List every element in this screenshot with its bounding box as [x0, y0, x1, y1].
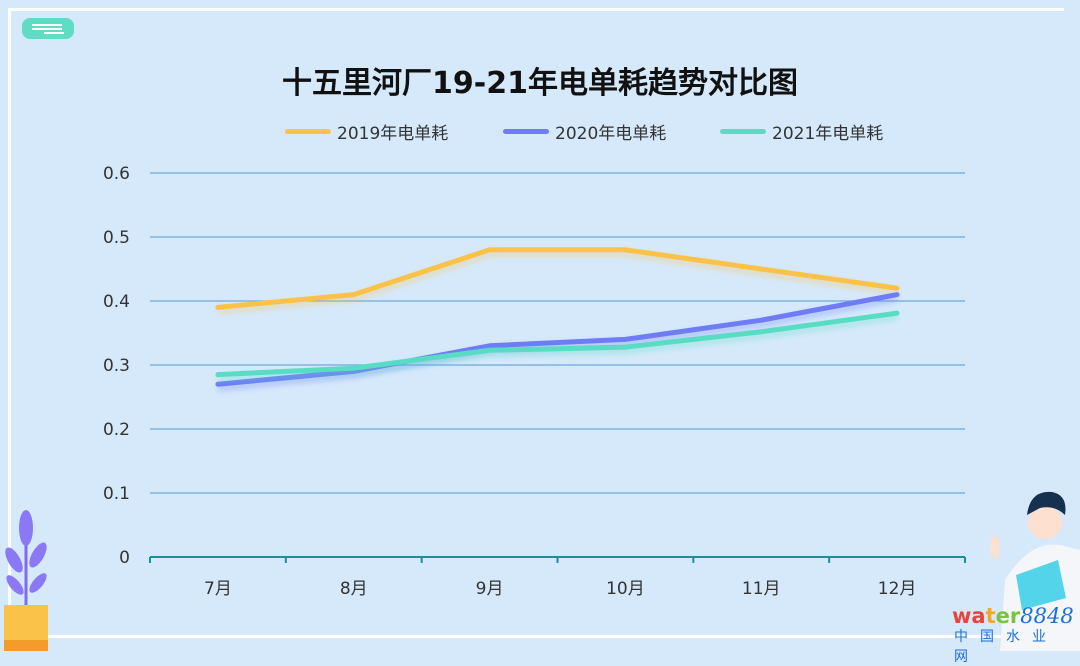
plant-icon	[2, 510, 50, 651]
x-tick-label: 12月	[878, 579, 917, 599]
y-tick-label: 0.5	[103, 228, 130, 248]
x-tick-label: 11月	[742, 579, 781, 599]
y-tick-label: 0.1	[103, 484, 130, 504]
watermark-logo: water8848	[952, 604, 1074, 628]
y-tick-label: 0.4	[103, 292, 130, 312]
y-tick-label: 0.3	[103, 356, 130, 376]
line-chart: 0 0.1 0.2 0.3 0.4 0.5 0.6 7月 8月 9月 10月 11月 12月	[0, 0, 1080, 651]
y-tick-label: 0.6	[103, 164, 130, 184]
x-tick-label: 9月	[476, 579, 504, 599]
x-tick-label: 7月	[204, 579, 232, 599]
y-tick-label: 0	[119, 548, 130, 568]
series-shadow	[218, 254, 897, 312]
x-tick-label: 8月	[340, 579, 368, 599]
watermark-subtitle: 中国水业网	[954, 626, 1080, 666]
y-tick-label: 0.2	[103, 420, 130, 440]
x-tick-label: 10月	[606, 579, 645, 599]
